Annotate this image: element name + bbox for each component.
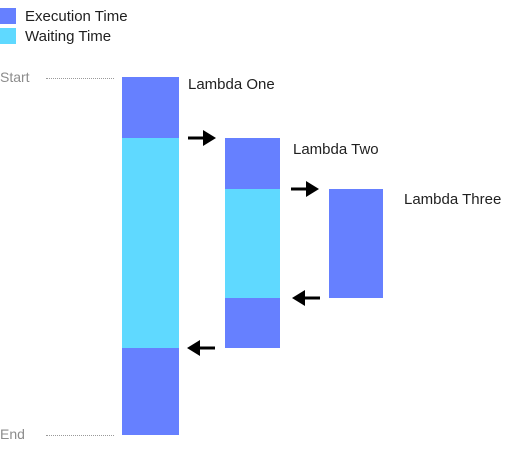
lambda-two-execution-start (225, 138, 280, 189)
lambda-two-waiting (225, 189, 280, 298)
legend-item-execution: Execution Time (0, 6, 128, 26)
lambda-two-label: Lambda Two (293, 141, 379, 158)
execution-swatch (0, 8, 16, 24)
lambda-one-execution-start (122, 77, 179, 138)
legend-label-waiting: Waiting Time (25, 27, 112, 45)
invoke-arrow-icon (291, 181, 319, 197)
return-arrow-icon (187, 340, 215, 356)
end-guide-line (46, 435, 114, 436)
invoke-arrow-icon (188, 130, 216, 146)
waiting-swatch (0, 28, 16, 44)
lambda-three-label: Lambda Three (404, 191, 502, 208)
legend-label-execution: Execution Time (25, 7, 128, 25)
lambda-one-waiting (122, 138, 179, 348)
lambda-one-label: Lambda One (188, 76, 275, 93)
end-label: End (0, 426, 25, 442)
start-guide-line (46, 78, 114, 79)
lambda-three-execution (329, 189, 383, 298)
lambda-one-execution-end (122, 348, 179, 435)
lambda-two-execution-end (225, 298, 280, 348)
start-label: Start (0, 69, 30, 85)
return-arrow-icon (292, 290, 320, 306)
legend-item-waiting: Waiting Time (0, 26, 111, 46)
